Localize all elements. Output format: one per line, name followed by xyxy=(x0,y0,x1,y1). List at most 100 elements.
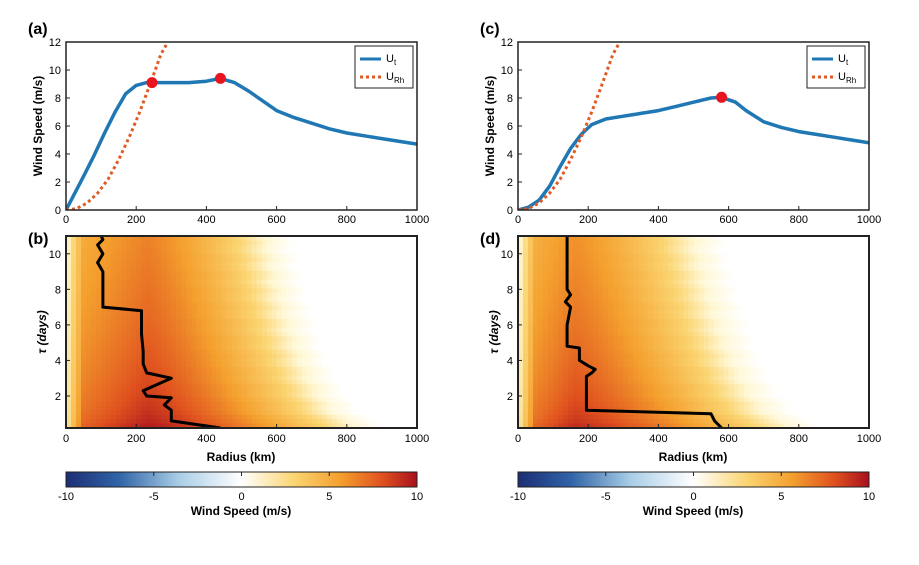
heatmap-cell xyxy=(361,279,368,285)
heatmap-cell xyxy=(643,292,649,298)
heatmap-cell xyxy=(196,310,202,316)
heatmap-cell xyxy=(171,297,177,303)
heatmap-cell xyxy=(221,270,228,276)
heatmap-cell xyxy=(381,301,388,307)
heatmap-cell xyxy=(593,240,599,246)
heatmap-cell xyxy=(371,327,378,333)
heatmap-cell xyxy=(301,393,308,399)
heatmap-cell xyxy=(201,340,207,346)
heatmap-cell xyxy=(76,401,82,407)
heatmap-cell xyxy=(798,318,805,324)
heatmap-cell xyxy=(331,288,338,294)
heatmap-cell xyxy=(648,297,654,303)
heatmap-cell xyxy=(778,266,785,272)
heatmap-cell xyxy=(261,353,268,359)
heatmap-cell xyxy=(371,380,378,385)
heatmap-cell xyxy=(391,397,398,403)
heatmap-cell xyxy=(286,366,293,372)
heatmap-cell xyxy=(533,323,539,329)
heatmap-cell xyxy=(723,292,730,298)
heatmap-cell xyxy=(176,393,182,399)
heatmap-cell xyxy=(808,257,815,263)
heatmap-cell xyxy=(593,305,599,311)
heatmap-cell xyxy=(291,366,298,372)
heatmap-cell xyxy=(351,310,358,316)
heatmap-cell xyxy=(533,236,539,241)
heatmap-cell xyxy=(733,275,740,281)
heatmap-cell xyxy=(813,240,820,246)
heatmap-cell xyxy=(793,275,800,281)
heatmap-cell xyxy=(798,257,805,263)
heatmap-cell xyxy=(758,327,765,333)
heatmap-cell xyxy=(296,410,303,416)
heatmap-cell xyxy=(321,249,328,255)
heatmap-cell xyxy=(758,244,765,250)
heatmap-cell xyxy=(788,240,795,246)
heatmap-cell xyxy=(668,275,675,281)
heatmap-cell xyxy=(748,236,755,241)
heatmap-cell xyxy=(91,310,97,316)
heatmap-cell xyxy=(833,310,840,316)
heatmap-cell xyxy=(206,340,213,346)
heatmap-cell xyxy=(713,318,720,324)
heatmap-cell xyxy=(251,262,258,268)
heatmap-cell xyxy=(186,253,192,259)
heatmap-cell xyxy=(356,371,363,377)
heatmap-cell xyxy=(241,314,248,320)
heatmap-cell xyxy=(698,345,705,351)
heatmap-cell xyxy=(176,375,182,381)
heatmap-cell xyxy=(316,380,323,385)
heatmap-cell xyxy=(568,340,574,346)
heatmap-cell xyxy=(181,349,187,355)
heatmap-cell xyxy=(678,279,685,285)
heatmap-cell xyxy=(643,323,649,329)
heatmap-cell xyxy=(261,336,268,342)
heatmap-cell xyxy=(306,345,313,351)
heatmap-cell xyxy=(311,236,318,241)
heatmap-cell xyxy=(738,292,745,298)
heatmap-cell xyxy=(291,236,298,241)
heatmap-cell xyxy=(126,414,132,420)
heatmap-cell xyxy=(588,279,594,285)
heatmap-cell xyxy=(171,292,177,298)
heatmap-cell xyxy=(86,288,92,294)
heatmap-cell xyxy=(553,292,559,298)
heatmap-cell xyxy=(356,253,363,259)
heatmap-cell xyxy=(381,279,388,285)
heatmap-cell xyxy=(411,340,417,346)
heatmap-cell xyxy=(171,253,177,259)
heatmap-cell xyxy=(633,340,639,346)
heatmap-cell xyxy=(813,279,820,285)
heatmap-cell xyxy=(658,240,665,246)
heatmap-cell xyxy=(376,384,383,390)
heatmap-cell xyxy=(206,279,213,285)
heatmap-cell xyxy=(261,375,268,381)
heatmap-cell xyxy=(196,318,202,324)
heatmap-cell xyxy=(321,297,328,303)
heatmap-cell xyxy=(256,353,263,359)
heatmap-cell xyxy=(81,332,87,337)
heatmap-cell xyxy=(528,314,534,320)
heatmap-cell xyxy=(683,284,690,289)
heatmap-cell xyxy=(598,279,604,285)
heatmap-cell xyxy=(396,266,403,272)
heatmap-cell xyxy=(603,262,609,268)
heatmap-cell xyxy=(518,275,524,281)
heatmap-cell xyxy=(411,380,417,385)
heatmap-cell xyxy=(793,327,800,333)
heatmap-cell xyxy=(276,284,283,289)
heatmap-cell xyxy=(753,314,760,320)
heatmap-cell xyxy=(126,279,132,285)
heatmap-cell xyxy=(396,297,403,303)
heatmap-cell xyxy=(141,305,147,311)
heatmap-cell xyxy=(366,362,373,368)
heatmap-cell xyxy=(116,244,122,250)
heatmap-cell xyxy=(371,244,378,250)
heatmap-cell xyxy=(788,332,795,337)
heatmap-cell xyxy=(673,266,680,272)
heatmap-cell xyxy=(146,249,152,255)
heatmap-cell xyxy=(603,318,609,324)
heatmap-cell xyxy=(206,332,213,337)
heatmap-cell xyxy=(161,275,167,281)
heatmap-cell xyxy=(171,314,177,320)
